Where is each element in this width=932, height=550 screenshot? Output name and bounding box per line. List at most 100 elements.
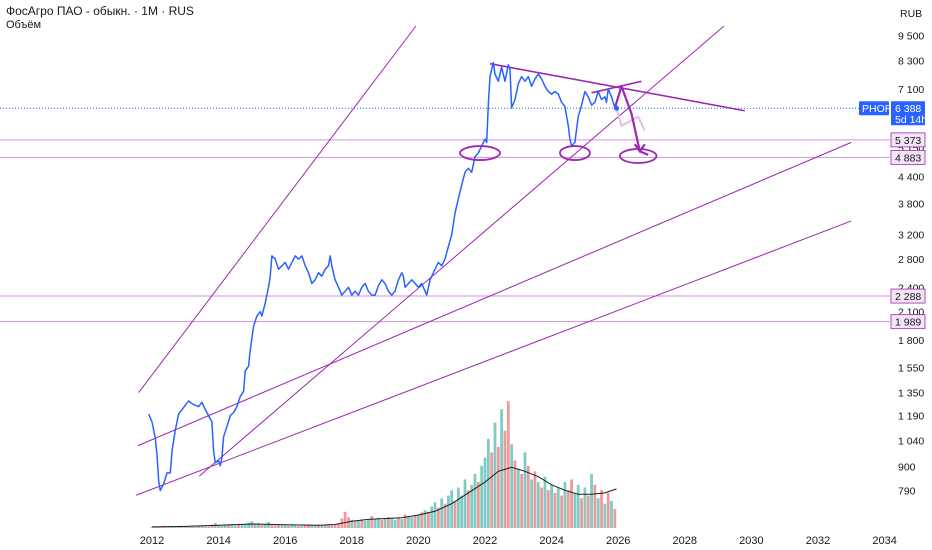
y-tick-label: 3 200 [898,230,924,242]
x-tick-label: 2028 [673,535,697,547]
level-tag-label: 1 989 [895,317,921,329]
volume-bar [580,498,583,528]
volume-bar [460,495,464,528]
x-tick-label: 2024 [539,535,563,547]
last-price-line-layer [0,105,890,111]
volume-bar [227,525,230,528]
y-tick-label: 7 100 [898,84,924,96]
volume-bar [490,452,494,528]
volume-bar [320,525,324,528]
volume-bar [516,468,520,528]
volume-bar [377,517,380,528]
volume-bar [506,401,510,528]
volume-bar [333,524,337,528]
y-tick-label: 9 500 [898,31,924,43]
volume-bar [303,525,307,528]
volume-bar [410,517,414,528]
price-tag-countdown: 5d 14h [895,114,927,126]
chart-title: ФосАгро ПАО - обыкн. · 1M · RUS [6,4,194,18]
last-price-marker [614,105,620,111]
volume-bar [480,465,484,528]
volume-bar [360,519,364,528]
volume-bar [526,465,530,528]
y-tick-label: 790 [898,486,916,498]
volume-bar [273,525,277,528]
volume-bar [593,484,597,528]
volume-bar [613,509,617,528]
volume-bar [237,525,240,528]
volume-bar [483,457,487,528]
volume-bar [157,526,161,528]
volume-bar [263,523,267,528]
volume-bar [280,525,284,528]
volume-bar [600,490,603,528]
volume-bar [277,524,280,528]
horizontal-lines-layer [0,139,890,323]
volume-bar [400,519,404,528]
volume-bar [536,482,540,528]
volume-bar [493,422,497,528]
y-tick-label: 1 040 [898,435,924,447]
loop-mark [559,145,591,161]
y-tick-label: 1 350 [898,388,924,400]
volume-bar [566,490,570,528]
volume-bar [440,498,444,528]
volume-bar [387,517,390,528]
volume-bar [503,430,507,528]
volume-bar [443,503,447,528]
volume-bar [217,525,220,528]
volume-bar [370,515,374,528]
volume-bar [167,527,171,528]
forecast-arrow [613,85,649,156]
level-tag [890,288,926,304]
level-tag-label: 5 373 [895,135,921,147]
volume-bar [323,525,327,528]
volume-bar [510,444,514,528]
volume-bar [586,495,590,528]
volume-bar [500,409,504,528]
y-tick-label: 900 [898,462,916,474]
volume-bar [173,526,177,528]
trend-line [198,25,725,477]
volume-bar [383,518,387,528]
volume-bar [190,526,194,528]
volume-legend-label: Объём [6,19,42,31]
price-layer [148,61,617,492]
volume-bar [496,447,500,528]
volume-bar [610,501,613,528]
trend-line [137,141,852,447]
y-tick-label: 8 300 [898,55,924,67]
y-tick-label: 4 400 [898,171,924,183]
volume-bar [520,474,524,528]
volume-bar [233,525,237,528]
volume-bar [330,525,334,528]
volume-bar [153,527,157,528]
level-tag [890,132,926,148]
volume-bar [403,514,407,528]
volume-bar [300,525,304,528]
trend-lines-layer [135,25,852,496]
volume-bar [450,490,454,528]
arrow-head [633,143,646,154]
volume-bar [466,490,470,528]
volume-bar [486,438,490,528]
volume-bar [177,526,181,528]
volume-bar [367,519,370,528]
volume-bar [193,526,197,528]
volume-bar [200,525,204,528]
volume-bar [343,511,347,528]
time-axis[interactable]: 2012 2014 2016 2018 2020 2022 2024 2026 2028 2030… [140,535,897,547]
volume-bar [293,525,297,528]
y-tick-label: 1 190 [898,411,924,423]
price-tag [891,101,925,126]
volume-bar [576,484,580,528]
volume-bar [476,482,480,528]
volume-bar [350,519,354,528]
volume-bar [317,524,320,528]
volume-bar [260,524,264,528]
volume-bar [430,506,434,528]
volume-bar [543,476,547,528]
